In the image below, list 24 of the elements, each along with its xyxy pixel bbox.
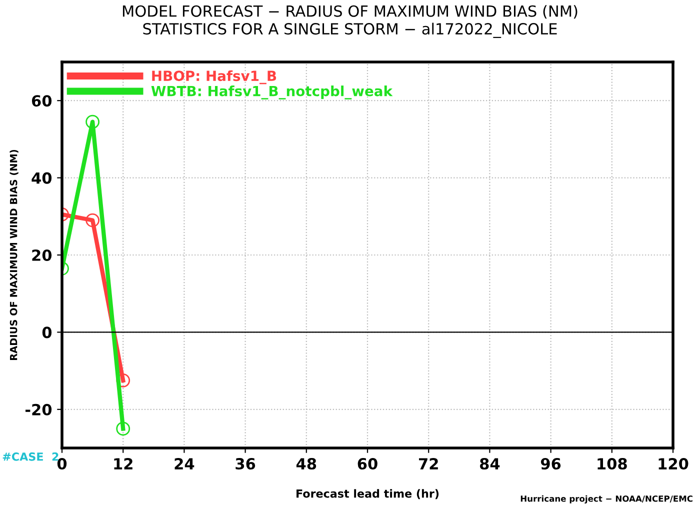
y-axis-title: RADIUS OF MAXIMUM WIND BIAS (NM)	[10, 150, 18, 360]
legend-label: WBTB: Hafsv1_B_notcpbl_weak	[151, 86, 393, 100]
x-tick-label: 24	[174, 458, 194, 470]
chart-title: MODEL FORECAST − RADIUS OF MAXIMUM WIND BIAS (NM)	[122, 5, 578, 19]
y-tick-label: 20	[32, 249, 52, 262]
x-tick-label: 120	[658, 458, 688, 470]
x-tick-label: 96	[540, 458, 561, 470]
x-tick-label: 60	[358, 458, 378, 470]
y-tick-label: 60	[32, 95, 52, 107]
text: Hurricane project − NOAA/NCEP/EMC	[520, 495, 692, 504]
x-tick-label: 108	[598, 458, 627, 470]
y-tick-label: -20	[26, 404, 52, 416]
legend-label: HBOP: Hafsv1_B	[152, 70, 276, 84]
x-tick-label: 12	[114, 458, 132, 470]
y-tick-label: 0	[42, 326, 52, 338]
chart-subtitle: STATISTICS FOR A SINGLE STORM − al172022_NICOLE	[143, 22, 557, 38]
text: #CASE 2	[2, 452, 58, 461]
x-tick-label: 72	[418, 458, 438, 470]
x-axis-title: Forecast lead time (hr)	[296, 489, 439, 500]
y-tick-label: 40	[32, 172, 52, 184]
x-tick-label: 36	[236, 458, 256, 470]
x-tick-label: 0	[57, 458, 67, 470]
x-tick-label: 48	[296, 458, 316, 470]
x-tick-label: 84	[480, 458, 500, 470]
